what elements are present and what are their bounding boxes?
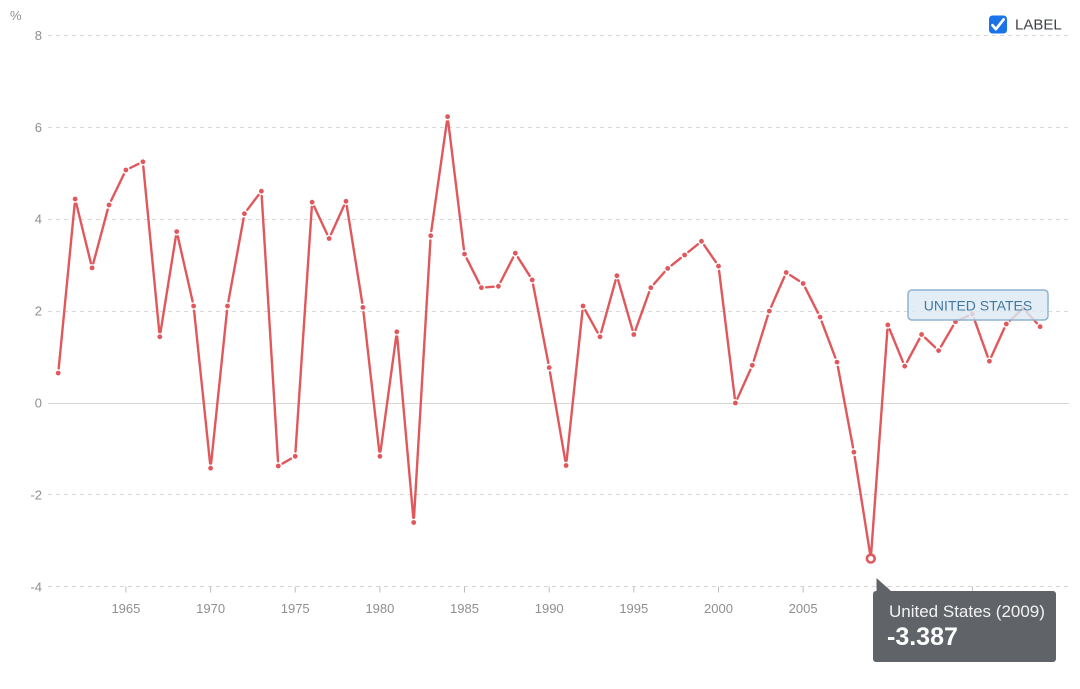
svg-text:1975: 1975	[281, 601, 310, 616]
svg-text:1995: 1995	[619, 601, 648, 616]
svg-text:4: 4	[35, 212, 42, 227]
svg-text:1970: 1970	[196, 601, 225, 616]
svg-text:1990: 1990	[535, 601, 564, 616]
svg-text:2: 2	[35, 304, 42, 319]
svg-text:United States (2009): United States (2009)	[889, 602, 1045, 621]
svg-text:0: 0	[35, 396, 42, 411]
svg-text:1980: 1980	[365, 601, 394, 616]
svg-text:2005: 2005	[789, 601, 818, 616]
svg-text:-2: -2	[30, 487, 42, 502]
svg-text:1965: 1965	[111, 601, 140, 616]
svg-text:6: 6	[35, 120, 42, 135]
svg-text:-4: -4	[30, 579, 42, 594]
svg-text:%: %	[10, 8, 22, 23]
svg-text:UNITED STATES: UNITED STATES	[924, 298, 1032, 314]
svg-text:2000: 2000	[704, 601, 733, 616]
svg-text:-3.387: -3.387	[887, 623, 958, 651]
svg-text:1985: 1985	[450, 601, 479, 616]
svg-text:LABEL: LABEL	[1015, 17, 1062, 34]
svg-text:8: 8	[35, 28, 42, 43]
